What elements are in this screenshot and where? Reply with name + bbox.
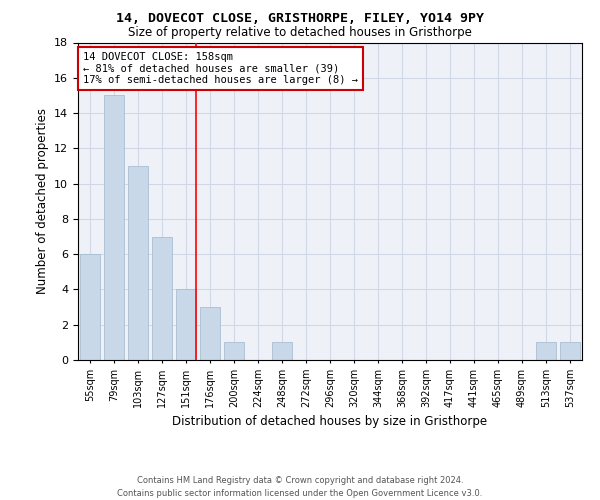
Text: Contains HM Land Registry data © Crown copyright and database right 2024.
Contai: Contains HM Land Registry data © Crown c… [118,476,482,498]
Bar [536,342,556,360]
Bar [104,96,124,360]
Text: Size of property relative to detached houses in Gristhorpe: Size of property relative to detached ho… [128,26,472,39]
Text: 14 DOVECOT CLOSE: 158sqm
← 81% of detached houses are smaller (39)
17% of semi-d: 14 DOVECOT CLOSE: 158sqm ← 81% of detach… [83,52,358,85]
Bar [272,342,292,360]
Bar [176,290,196,360]
Y-axis label: Number of detached properties: Number of detached properties [35,108,49,294]
X-axis label: Distribution of detached houses by size in Gristhorpe: Distribution of detached houses by size … [172,416,488,428]
Bar [560,342,580,360]
Bar [200,307,220,360]
Bar [152,236,172,360]
Bar [80,254,100,360]
Text: 14, DOVECOT CLOSE, GRISTHORPE, FILEY, YO14 9PY: 14, DOVECOT CLOSE, GRISTHORPE, FILEY, YO… [116,12,484,26]
Bar [224,342,244,360]
Bar [128,166,148,360]
